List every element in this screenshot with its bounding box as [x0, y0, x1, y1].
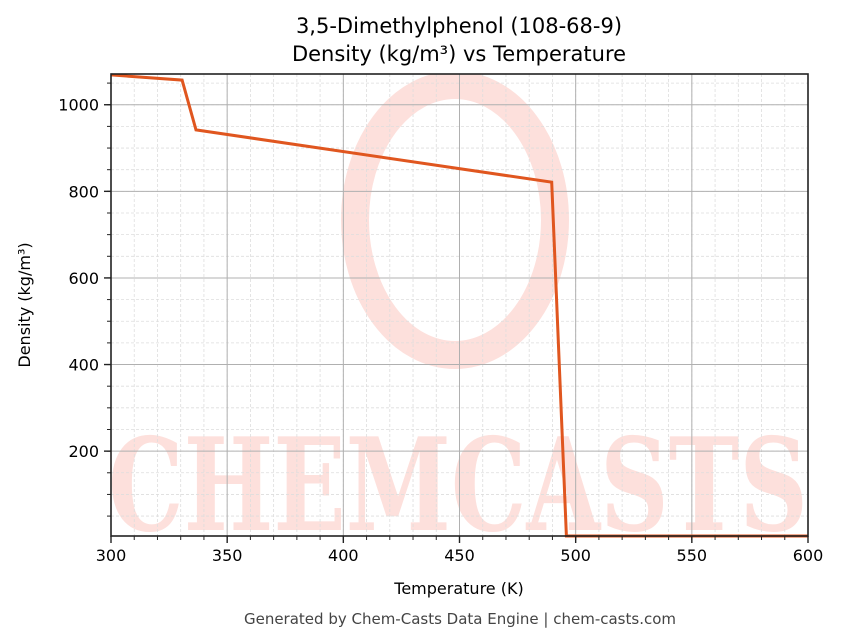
chart-subtitle: Density (kg/m³) vs Temperature — [292, 42, 626, 66]
x-tick-label: 550 — [677, 546, 708, 565]
footer-credit: Generated by Chem-Casts Data Engine | ch… — [244, 610, 676, 628]
watermark-text: CHEMCASTS — [108, 411, 808, 561]
major-gridlines — [110, 74, 809, 536]
y-axis-label: Density (kg/m³) — [15, 242, 34, 367]
chart-title: 3,5-Dimethylphenol (108-68-9) — [296, 14, 622, 38]
x-tick-label: 500 — [560, 546, 591, 565]
watermark-logo-ring — [341, 74, 569, 369]
x-tick-label: 400 — [328, 546, 359, 565]
x-tick-label: 450 — [444, 546, 475, 565]
x-tick-label: 350 — [212, 546, 243, 565]
x-axis-label: Temperature (K) — [393, 579, 523, 598]
x-tick-label: 600 — [793, 546, 824, 565]
x-tick-label: 300 — [96, 546, 127, 565]
y-tick-label: 200 — [68, 442, 99, 461]
y-tick-label: 600 — [68, 269, 99, 288]
x-axis-ticks: 300 350 400 450 500 550 600 — [96, 536, 824, 565]
y-tick-label: 1000 — [58, 96, 99, 115]
y-tick-label: 400 — [68, 356, 99, 375]
y-tick-label: 800 — [68, 182, 99, 201]
y-axis-ticks: 200 400 600 800 1000 — [58, 82, 111, 517]
